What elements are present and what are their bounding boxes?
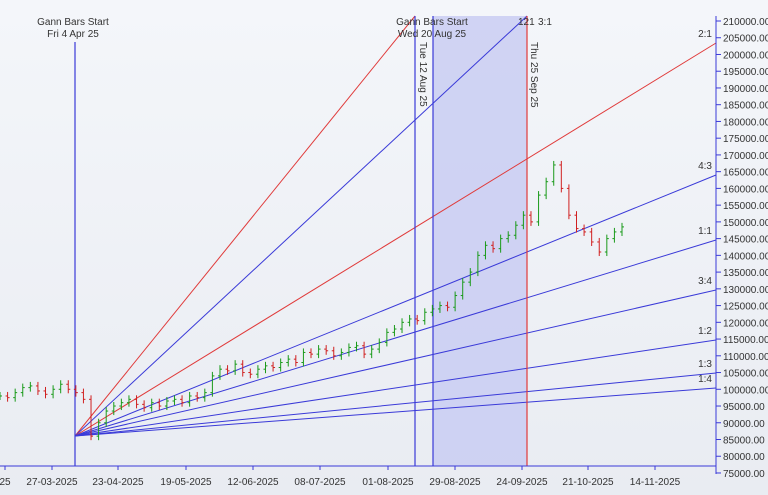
y-tick-label: 125000.00	[723, 302, 768, 313]
gann-fan-line	[74, 339, 717, 437]
gann-fan-line	[74, 239, 717, 437]
fan-ratio-label: 1:1	[698, 226, 712, 237]
y-tick-label: 100000.00	[723, 385, 768, 396]
shaded-range	[433, 16, 527, 466]
y-tick-label: 190000.00	[723, 84, 768, 95]
gann-fan-line	[74, 15, 416, 437]
gann-start-1-label: Gann Bars Start	[37, 17, 109, 28]
y-tick-label: 170000.00	[723, 151, 768, 162]
y-tick-label: 205000.00	[723, 34, 768, 45]
fan-ratio-label: 2:1	[698, 29, 712, 40]
vline-date-label: Tue 12 Aug 25	[417, 42, 428, 107]
y-tick-label: 200000.00	[723, 50, 768, 61]
gann-start-1-date: Fri 4 Apr 25	[47, 29, 99, 40]
y-tick-label: 85000.00	[723, 436, 765, 447]
x-tick-label: 27-03-2025	[26, 477, 78, 488]
y-tick-label: 90000.00	[723, 419, 765, 430]
gann-fan-line	[74, 387, 717, 437]
gann-fan-line	[74, 174, 717, 437]
y-tick-label: 165000.00	[723, 168, 768, 179]
y-tick-label: 180000.00	[723, 117, 768, 128]
x-tick-label: 01-08-2025	[362, 477, 414, 488]
y-tick-label: 210000.00	[723, 17, 768, 28]
vline-date-label: Thu 25 Sep 25	[528, 42, 539, 108]
fan-ratio-label: 1:2	[698, 326, 712, 337]
y-tick-label: 160000.00	[723, 184, 768, 195]
y-tick-label: 140000.00	[723, 251, 768, 262]
y-tick-label: 80000.00	[723, 452, 765, 463]
y-tick-label: 95000.00	[723, 402, 765, 413]
y-tick-label: 135000.00	[723, 268, 768, 279]
x-tick-label: 29-08-2025	[429, 477, 481, 488]
y-tick-label: 145000.00	[723, 235, 768, 246]
gann-start-2-label: Gann Bars Start	[396, 17, 468, 28]
fan-ratio-label: 4:3	[698, 161, 712, 172]
gann-fan-line	[74, 372, 717, 437]
top-label: 121	[518, 17, 535, 28]
y-tick-label: 150000.00	[723, 218, 768, 229]
x-tick-label: 23-04-2025	[92, 477, 144, 488]
y-tick-label: 110000.00	[723, 352, 768, 363]
gann-fan-line	[74, 42, 717, 437]
x-tick-label: 21-10-2025	[562, 477, 614, 488]
fan-ratio-label: 1:4	[698, 374, 712, 385]
x-tick-label: 14-11-2025	[630, 477, 681, 488]
y-tick-label: 105000.00	[723, 369, 768, 380]
y-tick-label: 120000.00	[723, 318, 768, 329]
x-tick-label: 25	[0, 477, 11, 488]
top-label: 3:1	[538, 17, 552, 28]
x-tick-label: 12-06-2025	[227, 477, 279, 488]
gann-fan-line	[74, 15, 528, 437]
fan-ratio-label: 1:3	[698, 359, 712, 370]
x-tick-label: 08-07-2025	[294, 477, 346, 488]
x-tick-label: 24-09-2025	[496, 477, 548, 488]
x-tick-label: 19-05-2025	[160, 477, 212, 488]
gann-start-2-date: Wed 20 Aug 25	[398, 29, 467, 40]
y-tick-label: 175000.00	[723, 134, 768, 145]
y-tick-label: 130000.00	[723, 285, 768, 296]
y-tick-label: 75000.00	[723, 469, 765, 480]
y-tick-label: 185000.00	[723, 101, 768, 112]
y-tick-label: 155000.00	[723, 201, 768, 212]
y-tick-label: 115000.00	[723, 335, 768, 346]
fan-ratio-label: 3:4	[698, 276, 712, 287]
gann-fan-line	[74, 289, 717, 437]
y-tick-label: 195000.00	[723, 67, 768, 78]
